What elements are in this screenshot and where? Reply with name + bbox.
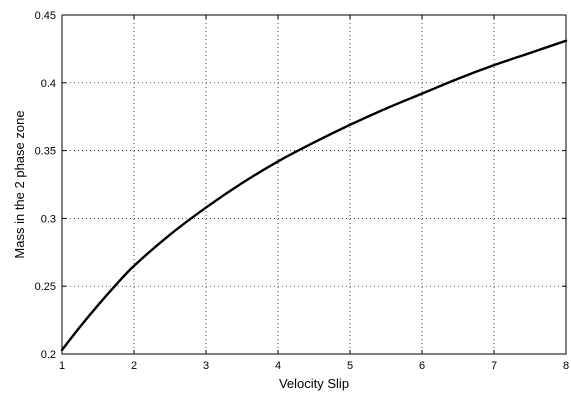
- series-layer: [60, 39, 568, 352]
- x-tick-label: 3: [203, 360, 209, 372]
- axis-ticks: 1 2 3 4 5 6 7 8 0.2 0.25 0.3 0.35 0.4 0.45: [35, 10, 569, 372]
- x-axis-label: Velocity Slip: [279, 376, 349, 391]
- y-tick-label: 0.35: [35, 146, 56, 158]
- y-tick-label: 0.2: [41, 349, 56, 361]
- x-tick-label: 8: [563, 360, 569, 372]
- y-tick-label: 0.25: [35, 281, 56, 293]
- x-tick-label: 6: [419, 360, 425, 372]
- y-tick-label: 0.4: [41, 78, 56, 90]
- x-tick-label: 5: [347, 360, 353, 372]
- y-tick-label: 0.45: [35, 10, 56, 22]
- x-tick-label: 4: [275, 360, 281, 372]
- y-tick-label: 0.3: [41, 213, 56, 225]
- x-tick-label: 2: [131, 360, 137, 372]
- plot-area-frame: [61, 14, 567, 355]
- series-line-0: [60, 39, 568, 352]
- x-tick-label: 1: [59, 360, 65, 372]
- x-tick-label: 7: [491, 360, 497, 372]
- y-axis-label: Mass in the 2 phase zone: [12, 110, 27, 258]
- grid: [62, 15, 566, 354]
